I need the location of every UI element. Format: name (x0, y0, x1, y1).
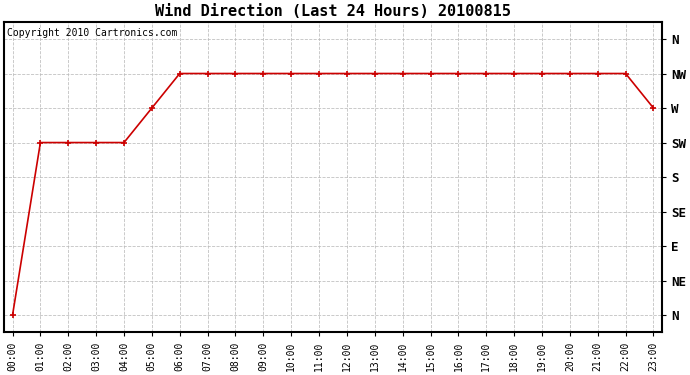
Text: Copyright 2010 Cartronics.com: Copyright 2010 Cartronics.com (8, 28, 178, 38)
Title: Wind Direction (Last 24 Hours) 20100815: Wind Direction (Last 24 Hours) 20100815 (155, 4, 511, 19)
